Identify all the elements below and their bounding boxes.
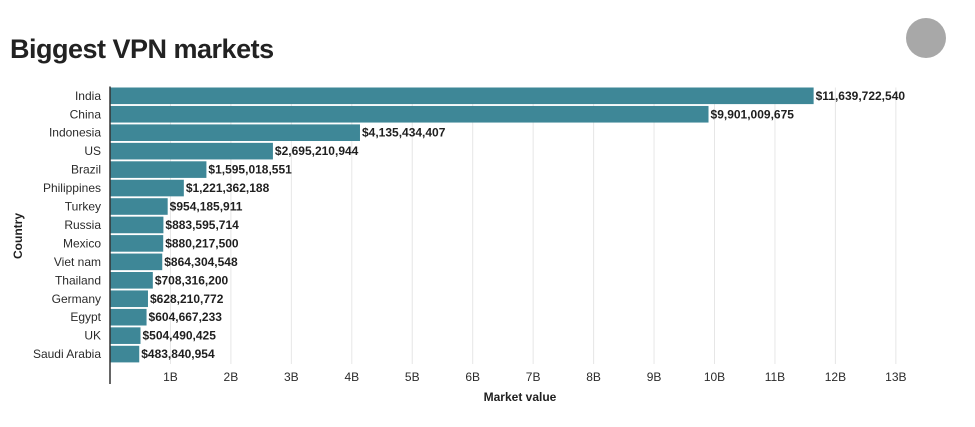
data-label: $1,221,362,188 [186,181,270,195]
chart-title: Biggest VPN markets [10,34,274,64]
data-labels: $11,639,722,540 $9,901,009,675 $4,135,434,… [141,89,905,361]
data-label: $2,695,210,944 [275,144,359,158]
category-label: Mexico [63,236,101,250]
category-label: China [70,107,102,121]
category-labels: India China Indonesia US Brazil Philippines Tu… [33,89,102,361]
category-label: Indonesia [49,126,101,140]
data-label: $604,667,233 [149,310,223,324]
bar[interactable] [110,290,148,308]
x-tick-label: 5B [405,370,420,384]
category-label: Viet nam [54,255,101,269]
gridlines [169,87,897,364]
bar[interactable] [110,253,163,271]
bar[interactable] [110,198,168,215]
category-label: Saudi Arabia [33,347,101,361]
category-label: Turkey [65,200,101,214]
bar[interactable] [110,161,207,178]
avatar[interactable] [906,18,946,58]
category-label: Russia [64,218,101,232]
data-label: $504,490,425 [142,329,216,343]
bar[interactable] [110,345,140,363]
category-label: India [75,89,101,103]
data-label: $4,135,434,407 [362,126,446,140]
x-tick-label: 2B [224,370,239,384]
x-tick-label: 3B [284,370,299,384]
x-tick-label: 6B [465,370,480,384]
bar[interactable] [110,87,814,105]
x-tick-label: 8B [586,370,601,384]
data-label: $628,210,772 [150,292,224,306]
data-label: $708,316,200 [155,273,229,287]
bar[interactable] [110,105,709,123]
x-tick-label: 4B [344,370,359,384]
bars [110,87,814,363]
x-tick-label: 12B [825,370,846,384]
category-label: UK [84,329,101,343]
x-tick-label: 9B [647,370,662,384]
data-label: $864,304,548 [164,255,238,269]
x-tick-label: 7B [526,370,541,384]
data-label: $883,595,714 [165,218,239,232]
x-axis-title: Market value [484,390,557,404]
category-label: Philippines [43,181,101,195]
bar[interactable] [110,179,184,197]
category-label: Egypt [70,310,101,324]
bar[interactable] [110,124,360,141]
bar[interactable] [110,308,147,326]
x-tick-label: 1B [163,370,178,384]
x-tick-label: 13B [885,370,906,384]
x-tick-label: 11B [765,370,785,384]
x-tick-labels: 1B 2B 3B 4B 5B 6B 7B 8B 9B 10B 11B 12B 13B [163,370,906,384]
category-label: Germany [52,292,101,306]
bar[interactable] [110,235,164,252]
bar[interactable] [110,216,164,234]
data-label: $880,217,500 [165,236,239,250]
y-axis-title: Country [11,213,25,259]
bar[interactable] [110,142,273,160]
x-tick-label: 10B [704,370,725,384]
data-label: $11,639,722,540 [816,89,906,103]
data-label: $9,901,009,675 [711,107,795,121]
data-label: $483,840,954 [141,347,215,361]
category-label: US [84,144,101,158]
category-label: Brazil [71,163,101,177]
data-label: $954,185,911 [170,200,243,214]
data-label: $1,595,018,551 [208,163,292,177]
bar[interactable] [110,327,141,344]
category-label: Thailand [55,273,101,287]
bar[interactable] [110,272,153,289]
